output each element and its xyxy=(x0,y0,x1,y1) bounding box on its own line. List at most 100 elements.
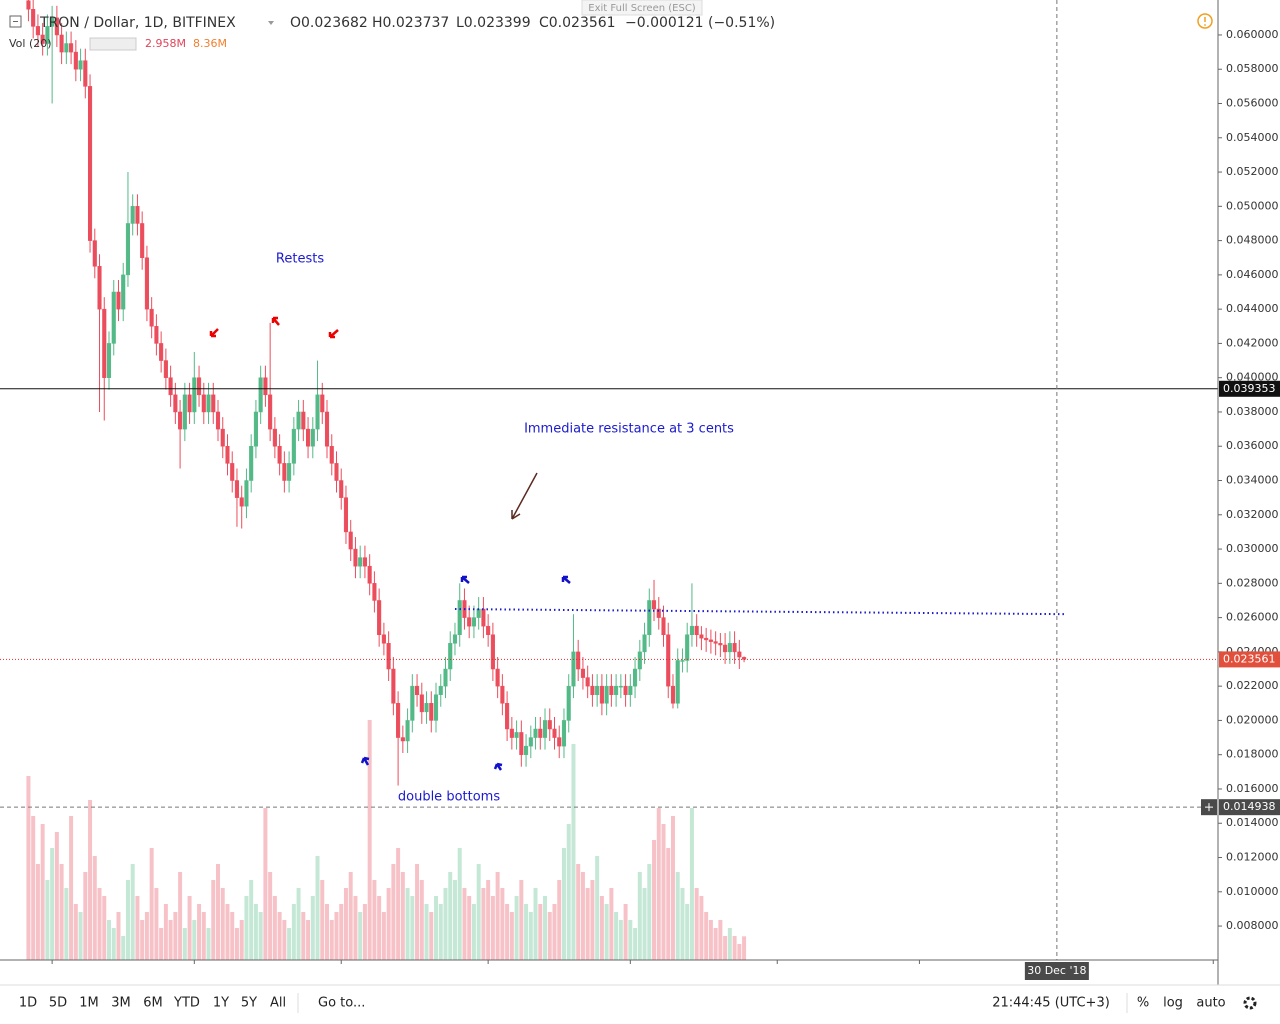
price-label: 0.014938 xyxy=(1223,800,1276,813)
y-tick-label: 0.016000 xyxy=(1226,782,1279,795)
volume-bar xyxy=(216,864,221,960)
scale-option[interactable]: % xyxy=(1137,996,1149,1011)
candle-body xyxy=(694,625,699,635)
candle-body xyxy=(424,703,429,713)
candle-body xyxy=(528,737,533,747)
candle-body xyxy=(249,445,254,481)
range-button[interactable]: All xyxy=(270,996,286,1011)
range-button[interactable]: 3M xyxy=(111,996,131,1011)
candle-body xyxy=(225,445,230,464)
range-button[interactable]: 5Y xyxy=(241,996,257,1011)
volume-bar xyxy=(239,920,244,960)
volume-bar xyxy=(111,928,116,960)
candle-body xyxy=(618,685,623,688)
volume-bar xyxy=(742,936,747,960)
candle-body xyxy=(87,86,93,241)
volume-bar xyxy=(519,880,524,960)
candle-body xyxy=(457,600,462,635)
candle-body xyxy=(533,728,538,738)
volume-bar xyxy=(737,944,742,960)
exit-fullscreen[interactable] xyxy=(581,0,703,16)
candle-body xyxy=(268,394,273,430)
candle-body xyxy=(713,641,718,644)
candle-body xyxy=(343,497,349,533)
volume-bar xyxy=(670,816,675,960)
candle-body xyxy=(367,565,372,584)
candle-body xyxy=(310,428,315,447)
volume-bar xyxy=(732,936,737,960)
range-button[interactable]: 1Y xyxy=(213,996,229,1011)
volume-bar xyxy=(206,928,211,960)
volume-bar xyxy=(509,912,514,960)
candle-body xyxy=(163,360,168,378)
volume-bar xyxy=(396,848,401,960)
range-button[interactable]: 5D xyxy=(49,996,67,1011)
candle-body xyxy=(490,634,495,670)
candle-body xyxy=(400,737,405,742)
candle-body xyxy=(83,60,88,87)
volume-bar xyxy=(604,904,609,960)
study-buttons[interactable] xyxy=(89,37,137,51)
candle-body xyxy=(111,291,116,344)
price-label-box xyxy=(1219,799,1280,816)
y-tick-label: 0.048000 xyxy=(1226,234,1279,247)
dropdown-icon[interactable] xyxy=(268,21,274,25)
alert-icon[interactable] xyxy=(1197,13,1213,29)
volume-bar xyxy=(348,872,353,960)
volume-bar xyxy=(97,888,102,960)
candle-body xyxy=(433,694,439,721)
range-button[interactable]: YTD xyxy=(173,996,200,1011)
volume-bar xyxy=(140,920,145,960)
y-tick-label: 0.046000 xyxy=(1226,268,1279,281)
chart-title: TRON / Dollar, 1D, BITFINEX xyxy=(39,15,236,31)
volume-bar xyxy=(168,920,173,960)
candle-body xyxy=(552,728,557,738)
volume-bar xyxy=(107,920,112,960)
candle-body xyxy=(524,745,529,755)
crosshair-plus xyxy=(1205,803,1213,812)
arrow xyxy=(493,762,503,771)
range-button[interactable]: 6M xyxy=(143,996,163,1011)
volume-bar xyxy=(434,896,439,960)
range-button[interactable]: 1D xyxy=(19,996,37,1011)
volume-bar xyxy=(187,896,192,960)
candle-body xyxy=(580,668,585,678)
volume-bar xyxy=(220,888,225,960)
volume-bar xyxy=(258,912,263,960)
toolbar: 1D 5D 1M 3M 6M YTD 1Y 5Y All Go to... 21:44:45 (UT… xyxy=(19,996,1226,1011)
resistance-line xyxy=(454,608,1067,616)
scale-option[interactable]: auto xyxy=(1196,996,1225,1011)
candle-body xyxy=(239,497,244,507)
y-tick-label: 0.056000 xyxy=(1226,97,1279,110)
volume-bar xyxy=(438,904,443,960)
range-button[interactable]: 1M xyxy=(79,996,99,1011)
volume-bar xyxy=(244,896,249,960)
settings-icon[interactable] xyxy=(1243,996,1257,1010)
candle-body xyxy=(704,637,709,641)
date-label-box xyxy=(1024,962,1089,980)
volume-bar xyxy=(343,888,348,960)
volume-bar xyxy=(372,880,377,960)
volume-bar xyxy=(263,808,268,960)
goto-button[interactable]: Go to... xyxy=(318,996,365,1011)
volume-bar xyxy=(301,912,306,960)
volume-bar xyxy=(197,904,202,960)
volume-bar xyxy=(609,888,614,960)
candle-body xyxy=(614,685,619,695)
volume-bar xyxy=(154,888,159,960)
candle-body xyxy=(481,608,486,627)
volume-bar xyxy=(78,912,83,960)
scale-option[interactable]: log xyxy=(1163,996,1183,1011)
volume-bar xyxy=(704,912,709,960)
candle-body xyxy=(675,660,680,704)
price-label-box xyxy=(1219,651,1280,668)
volume-bar xyxy=(182,928,187,960)
price-label: 0.039353 xyxy=(1223,382,1276,395)
volume-bar xyxy=(457,848,462,960)
volume-bar xyxy=(699,896,704,960)
volume-bar xyxy=(476,864,481,960)
candle-body xyxy=(647,600,652,635)
volume-bar xyxy=(429,912,434,960)
volume-bar xyxy=(419,880,424,960)
candle-body xyxy=(339,480,344,498)
